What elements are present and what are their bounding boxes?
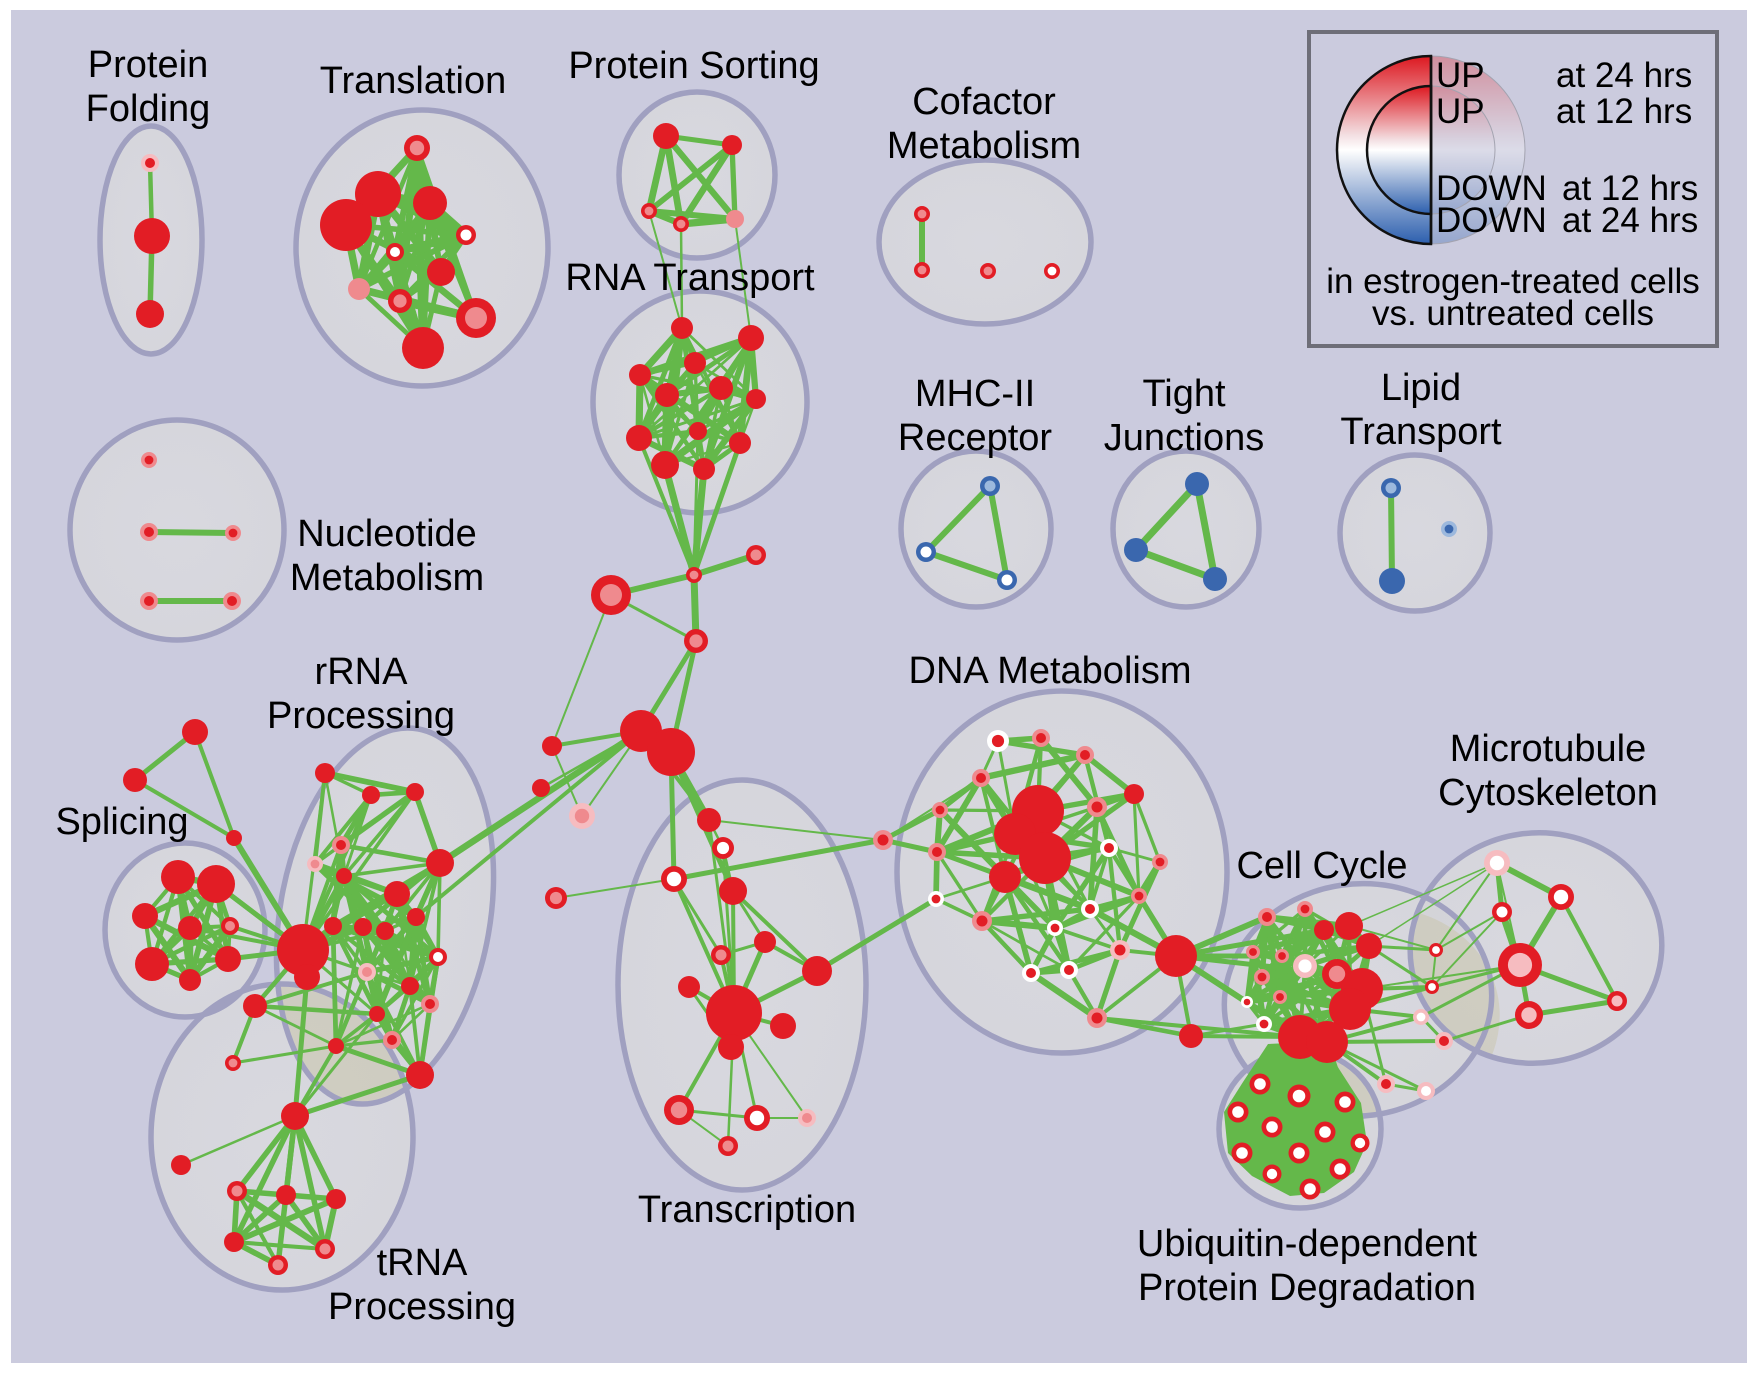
svg-text:Transcription: Transcription bbox=[638, 1189, 856, 1231]
svg-text:at 12 hrs: at 12 hrs bbox=[1556, 92, 1692, 131]
svg-text:Ubiquitin-dependent: Ubiquitin-dependent bbox=[1137, 1223, 1478, 1265]
svg-text:Lipid: Lipid bbox=[1381, 367, 1461, 409]
svg-text:at 24 hrs: at 24 hrs bbox=[1562, 201, 1698, 240]
svg-text:Folding: Folding bbox=[86, 88, 211, 130]
svg-text:Protein: Protein bbox=[88, 44, 208, 86]
svg-text:Protein Sorting: Protein Sorting bbox=[568, 45, 819, 87]
svg-text:Tight: Tight bbox=[1142, 373, 1226, 415]
svg-text:Metabolism: Metabolism bbox=[290, 557, 484, 599]
svg-text:UP: UP bbox=[1436, 92, 1485, 131]
svg-text:at 12 hrs: at 12 hrs bbox=[1562, 169, 1698, 208]
svg-text:Nucleotide: Nucleotide bbox=[297, 513, 477, 555]
svg-text:RNA Transport: RNA Transport bbox=[565, 257, 815, 299]
svg-text:Processing: Processing bbox=[328, 1286, 516, 1328]
svg-text:at 24 hrs: at 24 hrs bbox=[1556, 56, 1692, 95]
svg-text:tRNA: tRNA bbox=[377, 1242, 468, 1284]
svg-text:rRNA: rRNA bbox=[315, 651, 409, 693]
svg-text:Cell Cycle: Cell Cycle bbox=[1236, 845, 1407, 887]
svg-text:Cytoskeleton: Cytoskeleton bbox=[1438, 772, 1658, 814]
svg-text:DOWN: DOWN bbox=[1436, 201, 1547, 240]
svg-text:Receptor: Receptor bbox=[898, 417, 1053, 459]
svg-text:DNA Metabolism: DNA Metabolism bbox=[909, 650, 1192, 692]
svg-text:Junctions: Junctions bbox=[1104, 417, 1265, 459]
svg-text:Protein Degradation: Protein Degradation bbox=[1138, 1267, 1476, 1309]
svg-text:Processing: Processing bbox=[267, 695, 455, 737]
svg-text:DOWN: DOWN bbox=[1436, 169, 1547, 208]
svg-text:Splicing: Splicing bbox=[55, 801, 188, 843]
svg-text:Translation: Translation bbox=[320, 60, 507, 102]
svg-text:Microtubule: Microtubule bbox=[1450, 728, 1646, 770]
svg-text:Metabolism: Metabolism bbox=[887, 125, 1081, 167]
svg-text:MHC-II: MHC-II bbox=[915, 373, 1035, 415]
svg-text:Cofactor: Cofactor bbox=[912, 81, 1056, 123]
svg-text:UP: UP bbox=[1436, 56, 1485, 95]
svg-text:vs. untreated cells: vs. untreated cells bbox=[1372, 294, 1654, 333]
svg-text:in estrogen-treated cells: in estrogen-treated cells bbox=[1326, 262, 1700, 301]
svg-text:Transport: Transport bbox=[1340, 411, 1502, 453]
